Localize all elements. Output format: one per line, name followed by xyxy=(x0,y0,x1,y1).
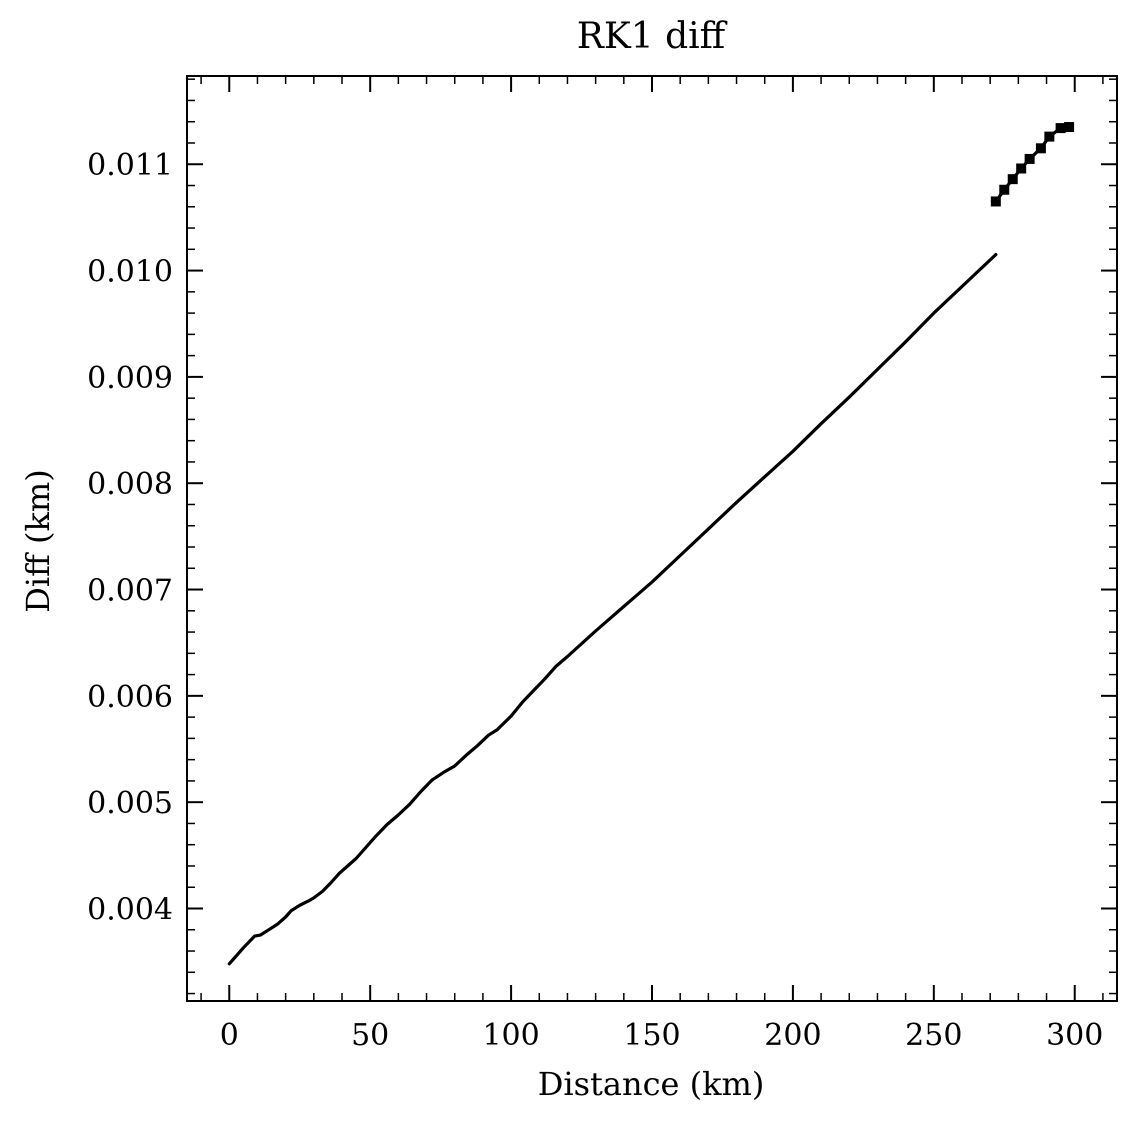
y-tick-label: 0.004 xyxy=(87,893,173,928)
x-tick-label: 0 xyxy=(220,1018,239,1053)
series-marker xyxy=(1007,174,1018,185)
y-tick-labels: 0.004 0.005 0.006 0.007 0.008 0.009 0.010 0.011 xyxy=(87,148,173,927)
x-tick-label: 50 xyxy=(351,1018,389,1053)
x-tick-label: 150 xyxy=(623,1018,680,1053)
x-tick-label: 200 xyxy=(764,1018,821,1053)
y-tick-label: 0.008 xyxy=(87,467,173,502)
chart-title: RK1 diff xyxy=(577,16,728,57)
y-tick-label: 0.007 xyxy=(87,574,173,609)
series-marker xyxy=(1055,123,1066,134)
series-marker xyxy=(1044,131,1055,142)
series-layer xyxy=(227,122,1075,966)
minor-ticks xyxy=(187,76,1117,1001)
x-tick-label: 300 xyxy=(1046,1018,1103,1053)
plot-frame xyxy=(186,75,1118,1002)
x-tick-labels: 0 50 100 150 200 250 300 xyxy=(220,1018,1104,1053)
y-axis-label: Diff (km) xyxy=(19,469,57,613)
y-tick-label: 0.011 xyxy=(87,148,173,183)
plot-area: 0 50 100 150 200 250 300 0.0040.0050.0060.0070… xyxy=(87,75,1118,1053)
series-marker xyxy=(1064,122,1075,133)
series-marker xyxy=(1016,163,1027,174)
y-tick-label: 0.009 xyxy=(87,361,173,396)
y-tick-label: 0.006 xyxy=(87,680,173,715)
series-marker xyxy=(1024,153,1035,164)
x-tick-label: 100 xyxy=(482,1018,539,1053)
y-tick-label: 0.005 xyxy=(87,786,173,821)
series-marker xyxy=(999,184,1010,195)
series-marker xyxy=(990,196,1001,207)
major-ticks xyxy=(187,76,1117,1001)
x-axis-label: Distance (km) xyxy=(538,1065,765,1103)
y-tick-label: 0.010 xyxy=(87,255,173,290)
series-marker xyxy=(1035,143,1046,154)
x-tick-label: 250 xyxy=(905,1018,962,1053)
series-line-0 xyxy=(227,253,998,966)
